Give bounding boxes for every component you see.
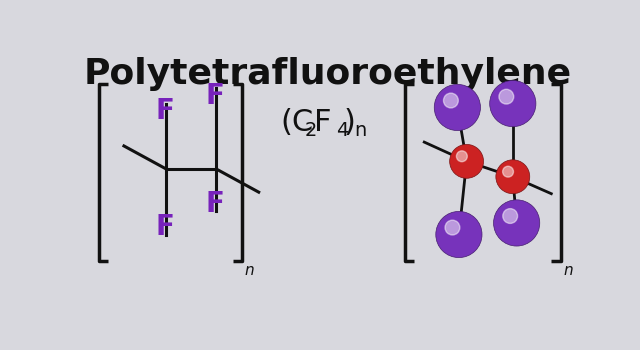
Circle shape [435,84,481,131]
Circle shape [496,160,530,194]
Text: F: F [314,107,332,136]
Text: Polytetrafluoroethylene: Polytetrafluoroethylene [84,57,572,91]
Circle shape [450,145,484,178]
Circle shape [445,220,460,235]
Circle shape [444,93,458,108]
Text: 4: 4 [336,121,348,140]
Text: F: F [205,190,224,218]
Circle shape [499,89,514,104]
Text: (C: (C [280,107,314,136]
Circle shape [503,209,518,223]
Text: 2: 2 [305,121,317,140]
Text: n: n [354,121,367,140]
Circle shape [456,151,467,162]
Text: n: n [564,263,573,278]
Circle shape [436,211,482,258]
Text: n: n [245,263,255,278]
Circle shape [502,166,513,177]
Circle shape [493,200,540,246]
Text: F: F [156,97,174,125]
Text: F: F [205,82,224,110]
Circle shape [490,80,536,127]
Text: ): ) [344,107,355,136]
Text: F: F [156,213,174,241]
